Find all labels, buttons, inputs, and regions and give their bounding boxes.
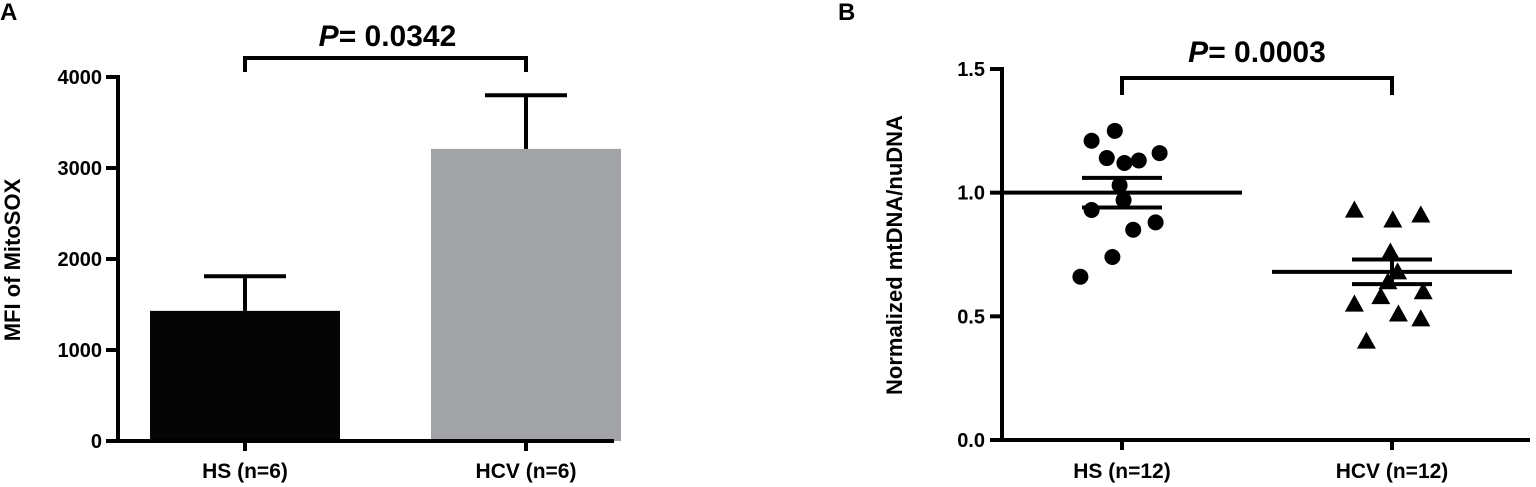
y-tick-label-2: 2000 (58, 249, 103, 271)
data-point-hs-5 (1098, 150, 1115, 167)
panel-a-letter: A (0, 0, 17, 26)
p-value-b: P= 0.0003 (1188, 36, 1326, 69)
data-point-hcv-7 (1413, 282, 1433, 300)
data-point-hs-1 (1106, 122, 1123, 139)
panel-b-plot-area: 0.0 0.5 1.0 1.5 HS (n=12) HCV (n=12) P= 0.0003 (957, 36, 1530, 483)
x-category-label-0: HS (n=6) (202, 460, 288, 483)
data-point-hs-10 (1125, 221, 1142, 238)
data-point-hs-12 (1072, 268, 1089, 285)
p-value-b-italic: P (1188, 36, 1209, 69)
p-value-a-italic: P (319, 20, 340, 53)
panel-b-y-axis-label: Normalized mtDNA/nuDNA (882, 115, 907, 395)
p-value-b-value: = 0.0003 (1208, 36, 1326, 69)
y-tick-label-0: 0 (91, 431, 102, 453)
data-point-hcv-1 (1383, 210, 1403, 228)
y-tick-label-4: 4000 (58, 67, 103, 89)
y-tick-label-1: 1000 (58, 340, 103, 362)
x-category-label-0: HS (n=12) (1073, 460, 1170, 483)
y-tick-label-2: 1.0 (957, 183, 985, 205)
data-point-hs-0 (1083, 132, 1100, 149)
y-tick-label-3: 3000 (58, 158, 103, 180)
y-tick-label-3: 1.5 (957, 59, 985, 81)
data-point-hs-3 (1130, 152, 1147, 169)
data-point-hcv-11 (1356, 331, 1376, 349)
y-tick-label-0: 0.0 (957, 430, 985, 452)
bar-1 (431, 148, 621, 441)
panel-a-y-axis-label: MFI of MitoSOX (0, 178, 25, 341)
data-point-hcv-10 (1388, 304, 1408, 322)
data-point-hs-8 (1083, 201, 1100, 218)
data-point-hcv-2 (1411, 205, 1431, 223)
data-point-hcv-0 (1344, 200, 1364, 218)
bar-0 (150, 310, 340, 441)
data-point-hcv-9 (1411, 309, 1431, 327)
panel-a: A MFI of MitoSOX 0 1000 2000 3000 4000 HS (n=… (0, 0, 621, 483)
data-point-hs-2 (1151, 145, 1168, 162)
data-point-hcv-8 (1344, 294, 1364, 312)
data-point-hcv-6 (1371, 287, 1391, 305)
x-category-label-1: HCV (n=12) (1336, 460, 1449, 483)
p-value-a-value: = 0.0342 (339, 20, 457, 53)
panel-a-plot-area: 0 1000 2000 3000 4000 HS (n=6) HCV (n=6) P= 0.0… (58, 20, 621, 483)
panel-b: B Normalized mtDNA/nuDNA 0.0 0.5 1.0 1.5 HS … (838, 0, 1530, 483)
panel-b-letter: B (838, 0, 855, 26)
y-tick-label-1: 0.5 (957, 306, 985, 328)
x-category-label-1: HCV (n=6) (476, 460, 577, 483)
data-point-hs-4 (1116, 154, 1133, 171)
data-point-hcv-3 (1380, 242, 1400, 260)
data-point-hs-9 (1147, 214, 1164, 231)
p-value-a: P= 0.0342 (319, 20, 457, 53)
data-point-hs-11 (1104, 248, 1121, 265)
